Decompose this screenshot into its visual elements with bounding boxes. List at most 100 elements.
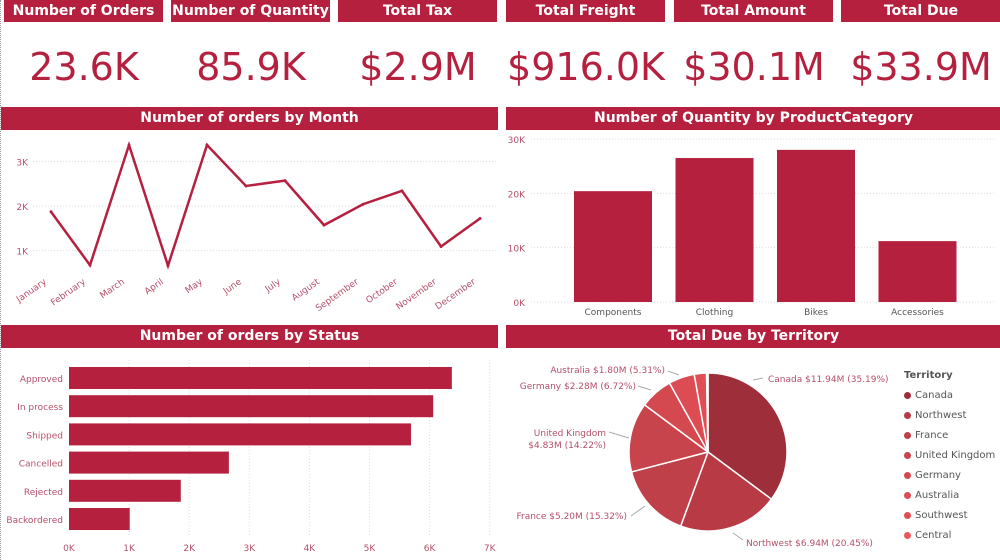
leader-line xyxy=(732,532,744,541)
legend-label: Australia xyxy=(915,489,960,501)
x-tick-label: 2K xyxy=(183,544,196,554)
kpi-value: $33.9M xyxy=(850,45,992,89)
legend-item[interactable]: Canada xyxy=(904,385,995,405)
legend-item[interactable]: Australia xyxy=(904,485,995,505)
x-tick-label: August xyxy=(290,277,322,304)
y-tick-label: 1K xyxy=(16,248,29,258)
pie-slice-canada xyxy=(707,372,788,501)
bar xyxy=(69,423,411,446)
data-point xyxy=(439,244,443,248)
pie-slice-france xyxy=(630,450,710,528)
legend-item[interactable]: United Kingdom xyxy=(904,445,995,465)
leader-line xyxy=(667,370,680,376)
x-tick-label: December xyxy=(434,277,478,312)
bar-chart-title: Number of Quantity by ProductCategory xyxy=(506,107,1000,130)
x-tick-label: Bikes xyxy=(804,308,828,318)
legend-label: Southwest xyxy=(915,509,968,521)
leader-line xyxy=(752,377,764,381)
kpi-label: Number of Orders xyxy=(4,0,163,22)
x-tick-label: Accessories xyxy=(891,308,944,318)
data-label: Australia $1.80M (5.31%) xyxy=(550,366,665,376)
x-tick-label: June xyxy=(221,277,244,297)
legend-title: Territory xyxy=(904,370,953,381)
legend-label: United Kingdom xyxy=(915,449,996,461)
legend-item[interactable]: France xyxy=(904,425,995,445)
kpi-value: 23.6K xyxy=(29,45,139,89)
kpi-label: Total Amount xyxy=(674,0,833,22)
y-tick-label: 3K xyxy=(16,159,29,169)
legend-label: France xyxy=(915,429,949,441)
line-chart-title: Number of orders by Month xyxy=(1,107,498,130)
legend-dot-icon xyxy=(904,391,911,399)
leader-line xyxy=(637,385,652,391)
pie-slice-central xyxy=(705,372,709,453)
bar xyxy=(69,395,434,418)
x-tick-label: 4K xyxy=(304,544,317,554)
pie-slice-northwest xyxy=(679,450,773,532)
y-tick-label: In process xyxy=(17,403,63,413)
y-tick-label: Shipped xyxy=(26,431,63,441)
x-tick-label: 3K xyxy=(243,544,256,554)
legend-dot-icon xyxy=(904,511,911,519)
legend-item[interactable]: Central xyxy=(904,525,995,545)
kpi-label: Number of Quantity xyxy=(171,0,330,22)
x-tick-label: 7K xyxy=(484,544,497,554)
x-tick-label: May xyxy=(184,277,206,296)
x-tick-label: October xyxy=(364,277,399,306)
bar xyxy=(777,149,855,302)
x-tick-label: April xyxy=(143,277,166,297)
legend-item[interactable]: Germany xyxy=(904,465,995,485)
x-tick-label: 1K xyxy=(123,544,136,554)
x-tick-label: 5K xyxy=(364,544,377,554)
bar xyxy=(69,451,229,474)
legend-dot-icon xyxy=(904,411,911,419)
kpi-label: Total Tax xyxy=(338,0,497,22)
bar xyxy=(69,367,452,389)
data-point xyxy=(244,184,248,188)
data-point xyxy=(400,189,404,193)
bar xyxy=(878,241,957,302)
legend-dot-icon xyxy=(904,451,911,459)
x-tick-label: July xyxy=(263,277,283,295)
y-tick-label: 10K xyxy=(508,245,526,255)
data-point xyxy=(127,143,131,147)
y-tick-label: 30K xyxy=(508,136,526,146)
data-point xyxy=(49,210,53,214)
status-chart-title: Number of orders by Status xyxy=(1,325,498,348)
y-tick-label: Backordered xyxy=(6,516,63,526)
pie-slice-united-kingdom xyxy=(628,403,710,473)
data-label: United Kingdom xyxy=(534,429,606,439)
legend-dot-icon xyxy=(904,471,911,479)
legend-label: Northwest xyxy=(915,409,967,421)
y-tick-label: 20K xyxy=(508,190,526,200)
data-point xyxy=(322,223,326,227)
x-tick-label: November xyxy=(395,277,439,312)
legend-dot-icon xyxy=(904,431,911,439)
x-tick-label: February xyxy=(49,277,88,308)
pie-chart-title: Total Due by Territory xyxy=(506,325,1000,348)
kpi-label: Total Due xyxy=(841,0,1000,22)
data-point xyxy=(205,143,209,147)
data-point xyxy=(88,263,92,267)
legend-item[interactable]: Southwest xyxy=(904,505,995,525)
x-tick-label: September xyxy=(314,277,361,314)
y-tick-label: 0K xyxy=(513,299,526,309)
y-tick-label: Rejected xyxy=(24,488,63,498)
data-label: Northwest $6.94M (20.45%) xyxy=(746,539,873,549)
data-point xyxy=(478,216,482,220)
kpi-value: $30.1M xyxy=(683,45,825,89)
bar xyxy=(574,191,652,302)
line-series xyxy=(49,140,481,270)
x-tick-label: Components xyxy=(585,308,642,318)
y-tick-label: Approved xyxy=(20,375,63,385)
y-tick-label: Cancelled xyxy=(19,460,63,470)
legend-item[interactable]: Northwest xyxy=(904,405,995,425)
leader-line xyxy=(608,431,630,439)
bar xyxy=(69,479,181,502)
kpi-label: Total Freight xyxy=(506,0,665,22)
x-tick-label: January xyxy=(14,277,49,306)
data-point xyxy=(361,202,365,206)
data-point xyxy=(283,179,287,183)
y-tick-label: 2K xyxy=(16,203,29,213)
